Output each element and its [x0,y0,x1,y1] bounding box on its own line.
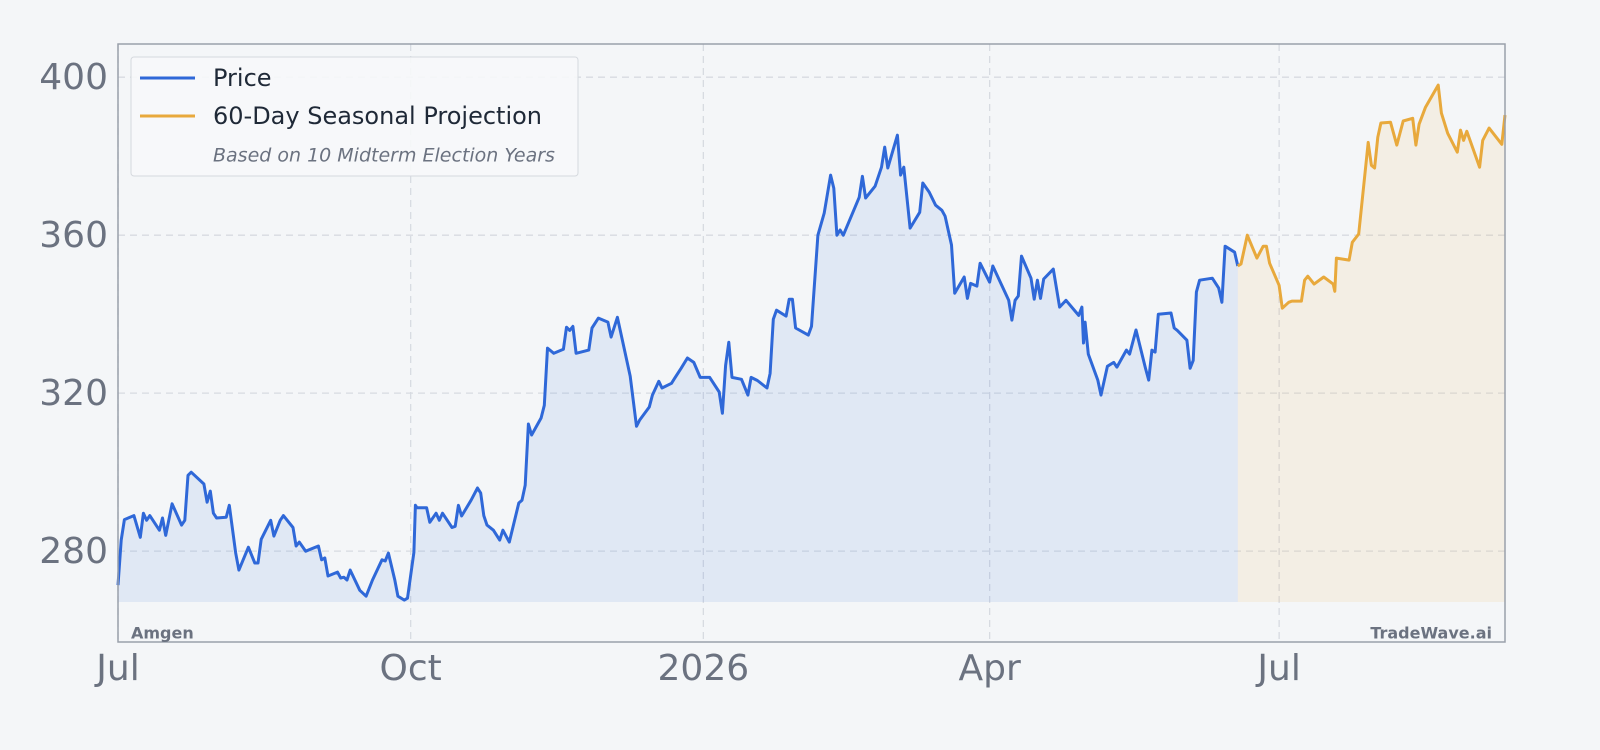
y-tick-label: 360 [39,215,108,256]
legend: Based on 10 Midterm Election Years Price… [130,56,579,177]
source-label: Amgen [131,624,194,643]
x-tick-label: 2026 [658,648,750,689]
x-tick-label: Apr [959,648,1021,689]
plot-border [117,43,1506,643]
legend-box [130,56,579,177]
lines [116,83,1507,602]
x-tick-label: Jul [1255,648,1300,689]
area [1237,85,1505,603]
line [116,133,1240,602]
y-tick-label: 280 [39,531,108,572]
brand: TradeWave.ai [1370,624,1492,643]
x-tick-label: Oct [380,648,442,689]
legend-note: Based on 10 Midterm Election Years [213,145,555,167]
legend-label: Price [213,64,272,92]
area [118,135,1238,602]
y-tick-label: 400 [39,57,108,98]
x-tick-label: Jul [94,648,139,689]
y-tick-label: 320 [39,373,108,414]
areas [118,85,1505,603]
line [1237,83,1507,310]
legend-label: 60-Day Seasonal Projection [213,102,542,130]
